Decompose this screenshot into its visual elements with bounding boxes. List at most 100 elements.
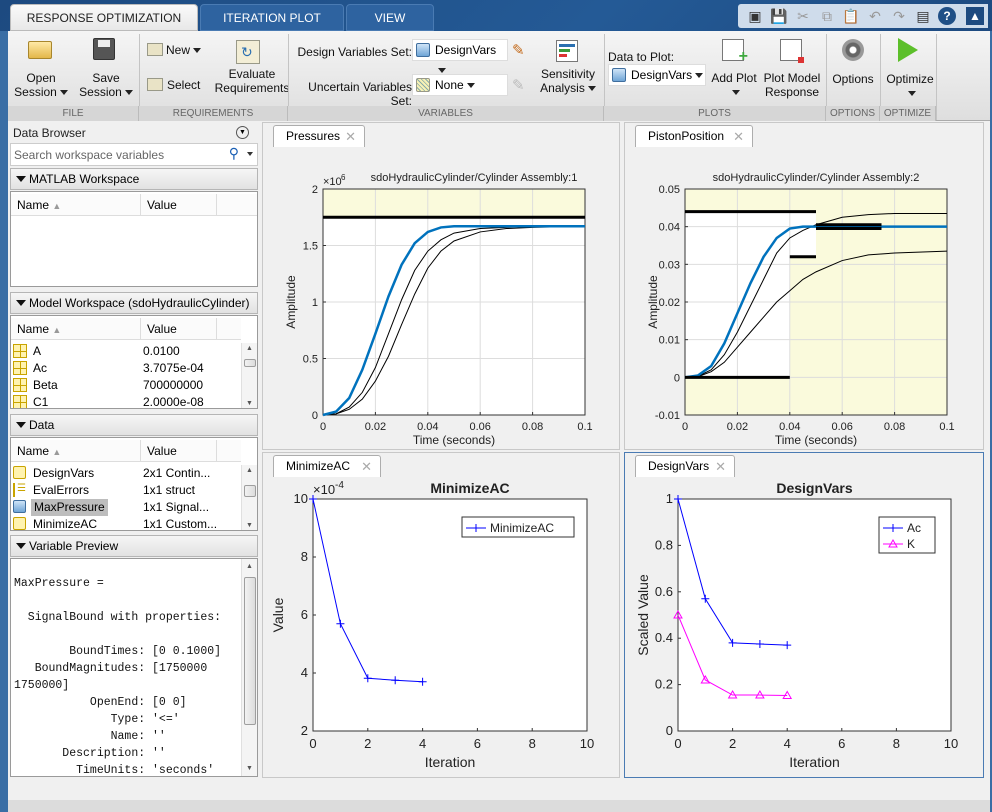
table-row[interactable]: MaxPressure 1x1 Signal... [11, 499, 241, 516]
tab-designvars[interactable]: DesignVars ✕ [635, 455, 735, 477]
column-name[interactable]: Name ▲ [11, 440, 141, 462]
save-session-button[interactable]: Save Session [76, 71, 136, 99]
table-row[interactable]: C1 2.0000e-08 [11, 394, 241, 408]
scroll-down-icon[interactable]: ▼ [246, 522, 253, 529]
y-tick-label: -0.01 [655, 410, 680, 422]
edit-pencil-icon[interactable]: ✎ [512, 42, 525, 59]
feasible-region [789, 211, 816, 257]
scroll-thumb[interactable] [244, 359, 256, 367]
table-row[interactable]: ☰ EvalErrors 1x1 struct [11, 482, 241, 499]
matlab-workspace-section[interactable]: MATLAB Workspace [10, 168, 258, 190]
panel-menu-icon[interactable]: ▼ [236, 126, 249, 139]
scroll-up-icon[interactable]: ▲ [246, 467, 253, 474]
copy-icon[interactable]: ⧉ [822, 8, 832, 24]
search-options-icon[interactable] [247, 152, 253, 156]
optimize-button[interactable]: Optimize [882, 72, 938, 100]
evaluate-requirements-button[interactable]: Evaluate Requirements [214, 67, 290, 95]
column-name[interactable]: Name ▲ [11, 194, 141, 216]
scroll-down-icon[interactable]: ▼ [246, 765, 253, 772]
tab-minimizeac[interactable]: MinimizeAC ✕ [273, 455, 381, 477]
scrollbar[interactable]: ▲ ▼ [241, 559, 257, 776]
data-point [701, 594, 710, 603]
new-requirement-icon [147, 43, 163, 56]
tab-pressures[interactable]: Pressures ✕ [273, 125, 365, 147]
edit-pencil-disabled-icon: ✎ [512, 77, 525, 94]
scroll-down-icon[interactable]: ▼ [246, 400, 253, 407]
series-line-K [677, 614, 788, 697]
switch-windows-icon[interactable]: ▤ [916, 8, 930, 24]
close-icon[interactable]: ✕ [733, 129, 744, 144]
gear-icon [842, 39, 864, 61]
column-name[interactable]: Name ▲ [11, 318, 141, 340]
plot-model-response-button[interactable]: Plot Model Response [760, 71, 824, 99]
row-value: 1x1 struct [143, 483, 196, 497]
y-axis-label: Value [270, 597, 286, 632]
scrollbar[interactable]: ▲ ▼ [241, 465, 257, 530]
chevron-down-icon [193, 48, 202, 54]
object-icon [13, 500, 26, 513]
add-plot-button[interactable]: Add Plot [706, 71, 762, 99]
column-value[interactable]: Value [141, 194, 217, 216]
open-session-button[interactable]: Open Session [12, 71, 70, 99]
help-icon[interactable]: ? [938, 7, 956, 25]
table-row[interactable]: A 0.0100 [11, 343, 241, 360]
exponent-power: -4 [335, 480, 344, 491]
axes-box [312, 498, 588, 732]
close-icon[interactable]: ✕ [345, 129, 356, 144]
scroll-up-icon[interactable]: ▲ [246, 563, 253, 570]
y-tick-label: 0.6 [655, 584, 673, 599]
tab-response-optimization[interactable]: RESPONSE OPTIMIZATION [10, 4, 198, 31]
data-table: Name ▲ Value DesignVars 2x1 Contin... ☰ Ev… [10, 437, 258, 531]
tab-view[interactable]: VIEW [346, 4, 434, 31]
close-icon[interactable]: ✕ [715, 459, 726, 474]
design-variables-set-dropdown[interactable]: DesignVars [412, 39, 508, 74]
data-to-plot-dropdown[interactable]: DesignVars [608, 64, 706, 86]
sensitivity-analysis-button[interactable]: Sensitivity Analysis [530, 67, 606, 95]
y-tick-label: 0.4 [655, 630, 673, 645]
scroll-up-icon[interactable]: ▲ [246, 345, 253, 352]
x-tick-label: 0 [682, 421, 688, 433]
row-name: MinimizeAC [33, 517, 98, 531]
scrollbar[interactable]: ▲ ▼ [241, 343, 257, 408]
scroll-thumb[interactable] [244, 577, 256, 725]
table-row[interactable]: DesignVars 2x1 Contin... [11, 465, 241, 482]
model-workspace-section[interactable]: Model Workspace (sdoHydraulicCylinder) [10, 292, 258, 314]
redo-icon[interactable]: ↷ [893, 8, 905, 24]
undo-icon[interactable]: ↶ [869, 8, 881, 24]
x-tick-label: 0.08 [522, 421, 543, 433]
save-session-label: Save [92, 71, 120, 85]
save-icon[interactable]: 💾 [770, 8, 788, 24]
search-input[interactable]: Search workspace variables ⚲ [10, 143, 258, 166]
row-value: 1x1 Signal... [143, 500, 210, 514]
y-tick-label: 0 [312, 410, 318, 422]
exponent-label: ×10 [313, 482, 335, 497]
sort-asc-icon: ▲ [52, 201, 62, 211]
variable-preview: MaxPressure = SignalBound with propertie… [10, 558, 258, 777]
collapse-icon[interactable]: ▲ [966, 7, 984, 25]
variable-preview-section[interactable]: Variable Preview [10, 535, 258, 557]
row-value: 2x1 Contin... [143, 466, 211, 480]
column-value[interactable]: Value [141, 318, 217, 340]
new-requirement-button[interactable]: New [166, 43, 202, 57]
scroll-thumb[interactable] [244, 485, 256, 497]
close-icon[interactable]: ✕ [361, 459, 372, 474]
cut-icon[interactable]: ✂ [797, 8, 809, 24]
select-requirement-button[interactable]: Select [167, 78, 201, 92]
plot-background [313, 499, 587, 731]
table-row[interactable]: Ac 3.7075e-04 [11, 360, 241, 377]
table-row[interactable]: Beta 700000000 [11, 377, 241, 394]
y-tick-label: 0.03 [659, 259, 680, 271]
uncertain-variables-set-dropdown[interactable]: None [412, 74, 508, 96]
search-placeholder: Search workspace variables [14, 148, 165, 162]
new-figure-icon[interactable]: ▣ [748, 8, 762, 24]
row-value: 700000000 [143, 378, 204, 392]
options-button[interactable]: Options [832, 72, 874, 86]
tab-iteration-plot[interactable]: ITERATION PLOT [200, 4, 344, 31]
paste-icon[interactable]: 📋 [842, 8, 860, 24]
chevron-down-icon [587, 86, 596, 92]
plot-model-response-icon [780, 39, 804, 63]
data-section[interactable]: Data [10, 414, 258, 436]
column-value[interactable]: Value [141, 440, 217, 462]
tab-pistonposition[interactable]: PistonPosition ✕ [635, 125, 753, 147]
table-row[interactable]: MinimizeAC 1x1 Custom... [11, 516, 241, 531]
